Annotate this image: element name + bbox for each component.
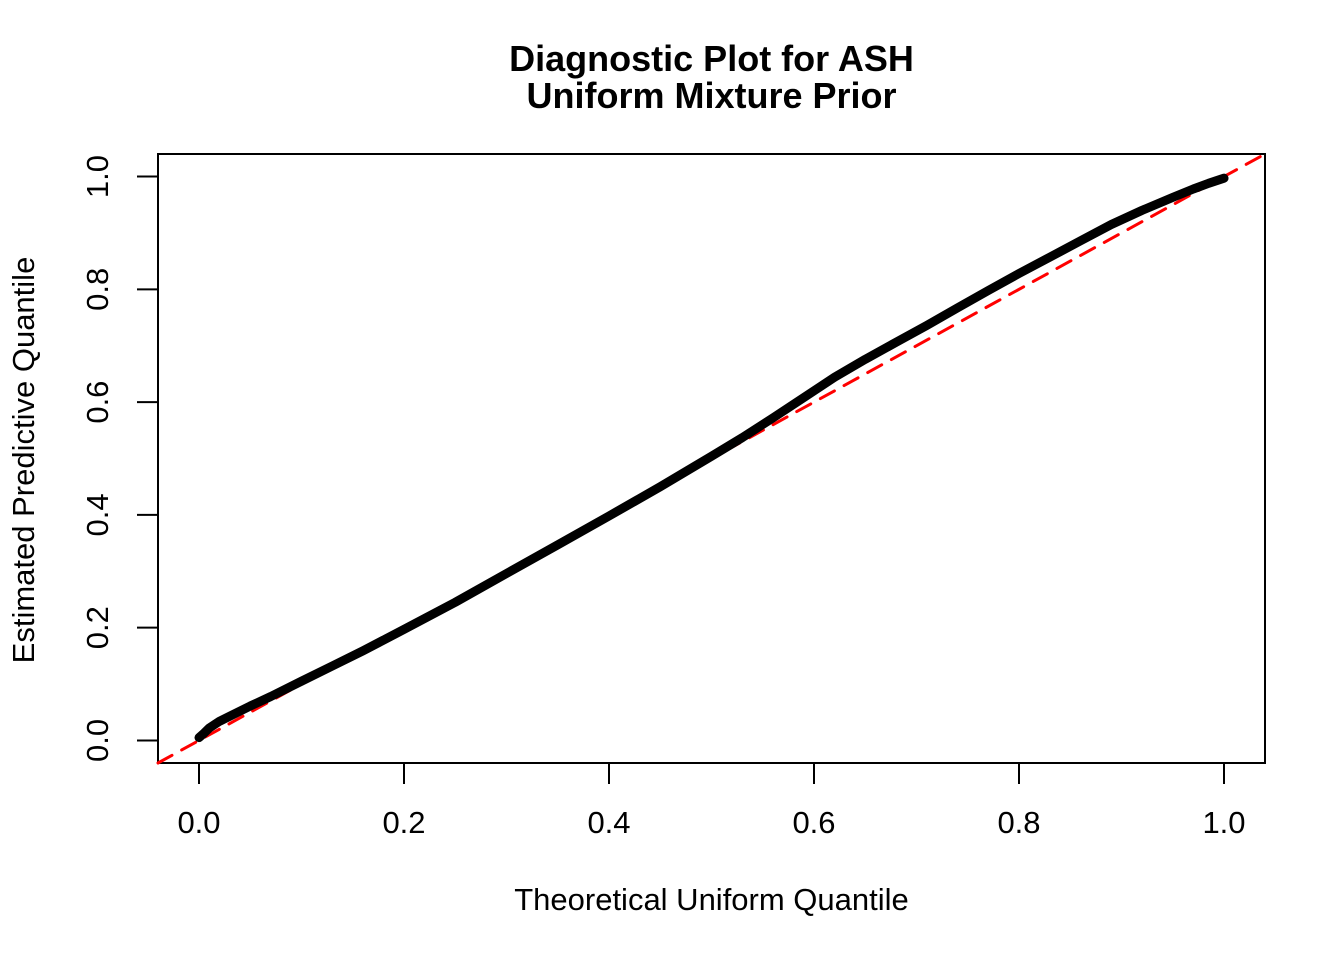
x-tick-label: 0.4 (587, 805, 630, 840)
y-tick-label: 0.4 (80, 493, 115, 536)
y-tick-label: 0.6 (80, 381, 115, 424)
x-tick-label: 0.8 (997, 805, 1040, 840)
plot-box (157, 153, 1266, 764)
chart-title: Diagnostic Plot for ASH Uniform Mixture P… (158, 40, 1265, 114)
x-axis-title: Theoretical Uniform Quantile (514, 882, 909, 917)
x-tick-label: 0.0 (177, 805, 220, 840)
chart-title-line2: Uniform Mixture Prior (526, 75, 897, 116)
qq-curve (194, 173, 1229, 743)
x-tick-label: 0.6 (792, 805, 835, 840)
x-tick-label: 1.0 (1202, 805, 1245, 840)
y-tick-label: 0.2 (80, 606, 115, 649)
y-tick-label: 0.0 (80, 719, 115, 762)
y-tick-label: 0.8 (80, 268, 115, 311)
chart-title-line1: Diagnostic Plot for ASH (509, 38, 914, 79)
y-axis-title-text: Estimated Predictive Quantile (6, 256, 41, 664)
y-tick-label: 1.0 (80, 155, 115, 198)
x-tick-label: 0.2 (382, 805, 425, 840)
